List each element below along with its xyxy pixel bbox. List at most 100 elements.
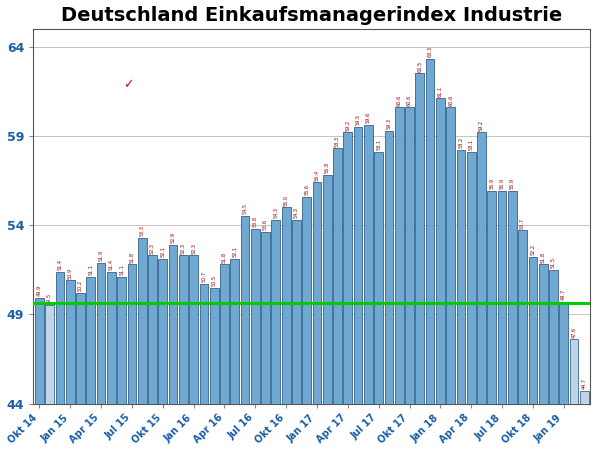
Bar [35,298,44,404]
Bar [107,272,116,404]
Text: 55.6: 55.6 [304,184,309,195]
Bar [55,272,64,404]
Text: 50.5: 50.5 [212,275,217,286]
Bar [86,277,95,404]
Bar [272,220,280,404]
Text: 63.3: 63.3 [427,46,433,57]
Text: 52.9: 52.9 [170,232,176,243]
Text: 58.2: 58.2 [458,137,464,148]
Bar [415,74,424,404]
Text: 59.2: 59.2 [479,120,484,131]
Text: 59.6: 59.6 [366,112,371,124]
Text: 52.1: 52.1 [160,246,165,257]
Text: 51.9: 51.9 [98,250,104,261]
Bar [488,191,496,404]
Text: 51.1: 51.1 [88,264,94,275]
Bar [200,284,208,404]
Bar [549,270,558,404]
Bar [405,107,414,404]
Title: Deutschland Einkaufsmanagerindex Industrie: Deutschland Einkaufsmanagerindex Industr… [61,5,563,24]
Bar [364,125,372,404]
Bar [498,191,507,404]
Text: 53.7: 53.7 [520,218,525,229]
Bar [210,288,219,404]
Text: 58.1: 58.1 [468,139,474,150]
Text: 51.1: 51.1 [119,264,124,275]
Text: 51.5: 51.5 [551,257,556,268]
Bar [384,131,393,404]
Text: 49.7: 49.7 [561,289,566,300]
Text: 55.0: 55.0 [284,194,288,206]
Text: 51.4: 51.4 [109,259,114,270]
Text: 49.9: 49.9 [37,285,42,296]
Bar [220,264,229,404]
Bar [457,150,465,404]
Text: 54.3: 54.3 [274,207,278,218]
Text: 52.1: 52.1 [232,246,237,257]
Text: 61.1: 61.1 [438,86,443,97]
Bar [467,152,476,404]
Text: 50.7: 50.7 [201,271,206,282]
Bar [539,264,548,404]
Bar [45,305,54,404]
Bar [508,191,517,404]
Text: 56.4: 56.4 [315,170,319,180]
Bar [138,238,147,404]
Text: 59.2: 59.2 [345,120,350,131]
Bar [179,255,188,404]
Text: 55.9: 55.9 [510,178,515,189]
Text: 60.6: 60.6 [397,94,402,106]
Bar [169,245,178,404]
Bar [313,182,321,404]
Text: 53.8: 53.8 [253,216,258,227]
Text: 59.5: 59.5 [356,114,361,125]
Text: 62.5: 62.5 [417,60,423,72]
Bar [261,232,270,404]
Text: 51.4: 51.4 [57,259,63,270]
Bar [148,255,157,404]
Text: 55.9: 55.9 [499,178,505,189]
Bar [426,59,434,404]
Text: 53.6: 53.6 [263,219,268,230]
Text: 51.8: 51.8 [129,252,135,262]
Text: 60.6: 60.6 [448,94,453,106]
Bar [395,107,403,404]
Text: 47.6: 47.6 [572,327,576,337]
Bar [446,107,455,404]
Text: 44.7: 44.7 [582,378,587,389]
Bar [128,264,136,404]
Bar [529,257,537,404]
Bar [477,132,486,404]
Text: 52.3: 52.3 [181,243,186,253]
Bar [66,281,74,404]
Bar [519,230,527,404]
Bar [241,216,249,404]
Text: 50.9: 50.9 [68,267,73,279]
Text: 51.8: 51.8 [541,252,546,262]
Text: 49.5: 49.5 [47,293,52,304]
Text: 55.9: 55.9 [489,178,494,189]
Bar [354,127,362,404]
Bar [231,259,239,404]
Bar [159,259,167,404]
Text: 60.6: 60.6 [407,94,412,106]
Bar [117,277,126,404]
Bar [190,255,198,404]
Text: 51.8: 51.8 [222,252,227,262]
Text: 50.2: 50.2 [78,280,83,291]
Bar [97,262,105,404]
Bar [251,229,260,404]
Text: 54.3: 54.3 [294,207,299,218]
Bar [292,220,301,404]
Text: 59.3: 59.3 [386,118,392,129]
Text: 56.8: 56.8 [325,162,330,173]
Bar [559,302,568,404]
Bar [580,391,589,404]
Text: 52.3: 52.3 [191,243,196,253]
Text: 54.5: 54.5 [243,203,247,214]
Text: 58.1: 58.1 [376,139,381,150]
Text: 58.3: 58.3 [335,135,340,147]
Bar [333,148,342,404]
Bar [436,98,445,404]
Text: 52.2: 52.2 [530,244,535,255]
